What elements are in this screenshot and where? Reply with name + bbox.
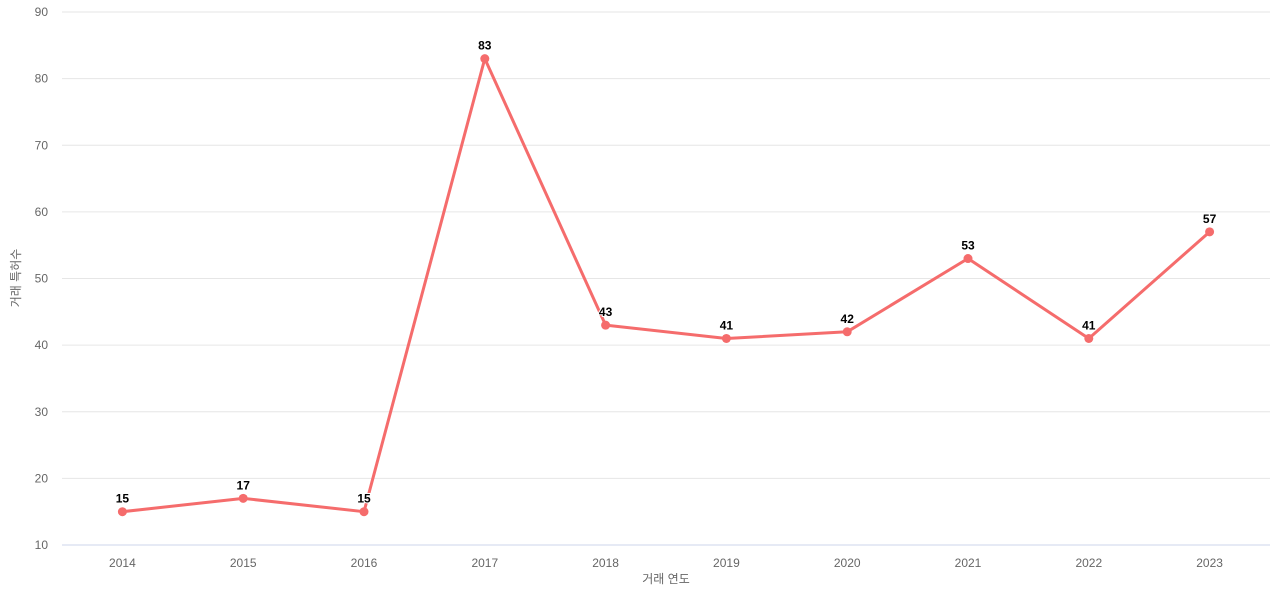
data-point[interactable]	[842, 327, 852, 337]
y-axis-title: 거래 특허수	[9, 249, 23, 308]
data-point-label: 41	[720, 318, 734, 332]
gridlines	[62, 11, 1270, 479]
x-tick-label: 2015	[230, 556, 257, 570]
x-tick-label: 2022	[1075, 556, 1102, 570]
x-tick-label: 2017	[471, 556, 498, 570]
data-point-label: 15	[357, 492, 371, 506]
y-tick-label: 60	[35, 205, 49, 219]
y-tick-label: 50	[35, 272, 49, 286]
data-point[interactable]	[238, 493, 248, 503]
y-tick-label: 70	[35, 138, 49, 152]
axes: 10 20 30 40 50 60 70 80 90 2014 2015 2016 2017 2018 20…	[35, 5, 1270, 570]
data-point-label: 83	[478, 39, 492, 53]
y-tick-label: 40	[35, 338, 49, 352]
x-tick-label: 2020	[834, 556, 861, 570]
x-axis-title: 거래 연도	[642, 572, 690, 586]
x-tick-label: 2014	[109, 556, 136, 570]
data-point[interactable]	[359, 507, 369, 517]
y-tick-label: 80	[35, 72, 49, 86]
y-tick-label: 20	[35, 471, 49, 485]
data-point[interactable]	[1084, 333, 1094, 343]
data-point-label: 42	[841, 312, 855, 326]
data-point-label: 53	[961, 239, 975, 253]
x-tick-label: 2019	[713, 556, 740, 570]
series-group	[117, 54, 1215, 517]
series-line	[120, 57, 1212, 514]
data-point[interactable]	[963, 254, 973, 264]
data-labels: 15 17 15 83 43 41 42 53 41 57	[115, 38, 1218, 507]
data-point[interactable]	[721, 333, 731, 343]
x-tick-label: 2016	[351, 556, 378, 570]
x-tick-label: 2023	[1196, 556, 1223, 570]
data-point[interactable]	[1205, 227, 1215, 237]
x-tick-label: 2018	[592, 556, 619, 570]
data-point-label: 15	[116, 492, 130, 506]
data-point-label: 57	[1203, 212, 1217, 226]
x-tick-label: 2021	[955, 556, 982, 570]
data-point[interactable]	[601, 320, 611, 330]
data-point-label: 41	[1082, 318, 1096, 332]
data-point[interactable]	[117, 507, 127, 517]
y-tick-label: 30	[35, 405, 49, 419]
data-point-label: 17	[237, 478, 251, 492]
data-point[interactable]	[480, 54, 490, 64]
data-point-label: 43	[599, 305, 613, 319]
y-tick-label: 90	[35, 5, 49, 19]
y-tick-label: 10	[35, 538, 49, 552]
